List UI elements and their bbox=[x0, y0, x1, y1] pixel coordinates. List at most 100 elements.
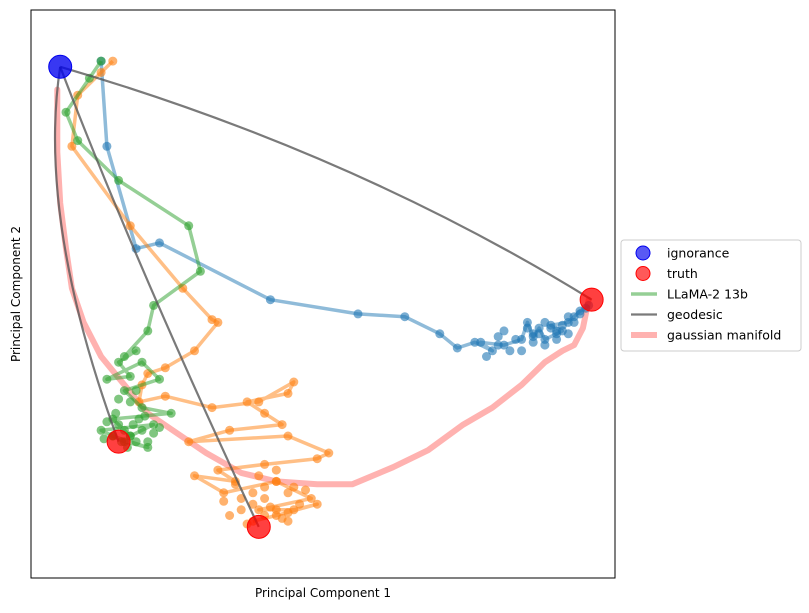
series-1-point bbox=[277, 420, 287, 430]
series-0-point bbox=[155, 238, 164, 248]
series-0-point bbox=[569, 317, 579, 327]
series-2-point bbox=[119, 352, 129, 361]
series-1-point bbox=[289, 377, 299, 387]
series-2-point bbox=[125, 371, 135, 381]
series-2-point bbox=[114, 175, 124, 185]
series-0-point bbox=[522, 323, 532, 333]
legend-label-3: geodesic bbox=[667, 307, 723, 322]
series-2-point bbox=[143, 437, 153, 447]
series-1-point bbox=[213, 317, 223, 327]
series-1-point bbox=[225, 511, 235, 520]
series-1-point bbox=[260, 482, 270, 492]
series-1-point bbox=[213, 465, 223, 475]
series-1-point bbox=[184, 437, 194, 447]
endpoints-layer bbox=[48, 54, 604, 539]
series-0-point bbox=[540, 317, 550, 327]
series-2-point bbox=[96, 56, 106, 66]
legend-item-1: truth bbox=[635, 266, 698, 281]
legend-item-3: geodesic bbox=[631, 307, 723, 322]
legend-label-2: LLaMA-2 13b bbox=[667, 287, 748, 302]
geodesic-line-0 bbox=[53, 66, 120, 443]
series-1-point bbox=[271, 476, 281, 486]
series-2-point bbox=[155, 374, 164, 384]
series-1-point bbox=[108, 56, 118, 66]
series-1-point bbox=[283, 508, 293, 518]
legend-marker-0 bbox=[635, 245, 651, 261]
series-0-point bbox=[517, 346, 527, 356]
series-1-point bbox=[125, 221, 135, 231]
series-2-point bbox=[137, 403, 147, 413]
series-1-point bbox=[312, 499, 322, 509]
series-2-point bbox=[137, 357, 147, 367]
series-1-point bbox=[248, 499, 258, 509]
series-1-point bbox=[301, 485, 310, 495]
series-2-point bbox=[114, 420, 124, 430]
series-layer bbox=[61, 56, 594, 529]
series-1-point bbox=[207, 403, 217, 413]
series-2-point bbox=[119, 386, 129, 396]
truth-point-0 bbox=[106, 429, 131, 454]
legend-marker-1 bbox=[635, 266, 651, 281]
series-0-point bbox=[563, 329, 573, 339]
series-1-point bbox=[283, 516, 293, 526]
geodesic-layer bbox=[53, 65, 593, 528]
series-2-point bbox=[99, 434, 109, 444]
series-2-point bbox=[114, 394, 124, 404]
series-2-point bbox=[102, 417, 112, 427]
legend-item-2: LLaMA-2 13b bbox=[631, 287, 748, 302]
series-2-point bbox=[149, 428, 159, 438]
series-2-point bbox=[131, 386, 141, 396]
legend-item-0: ignorance bbox=[635, 245, 730, 261]
series-0-point bbox=[493, 332, 503, 342]
legend-label-4: gaussian manifold bbox=[667, 328, 781, 343]
x-axis-label: Principal Component 1 bbox=[255, 586, 391, 600]
series-2 bbox=[61, 56, 205, 452]
series-1-point bbox=[254, 505, 264, 515]
series-2-point bbox=[137, 425, 147, 435]
series-1-point bbox=[219, 488, 229, 498]
series-1-point bbox=[160, 391, 170, 401]
series-1-point bbox=[295, 499, 305, 509]
series-1-point bbox=[248, 488, 258, 498]
ignorance-point bbox=[48, 54, 73, 79]
series-2-point bbox=[125, 397, 135, 407]
series-2-point bbox=[102, 374, 112, 384]
series-2-point bbox=[143, 326, 153, 336]
series-0-point bbox=[476, 337, 486, 347]
series-0-point bbox=[452, 343, 462, 353]
series-0-point bbox=[575, 309, 585, 319]
series-0 bbox=[96, 56, 594, 361]
series-2-point bbox=[149, 300, 159, 310]
series-0-point bbox=[528, 329, 538, 339]
geodesic-line-1 bbox=[59, 66, 260, 528]
series-0-point bbox=[511, 334, 521, 344]
legend-box bbox=[620, 239, 802, 352]
legend: ignorance truth LLaMA-2 13b geodesic gaussia… bbox=[620, 239, 802, 352]
series-1-point bbox=[190, 346, 199, 356]
series-1-point bbox=[324, 448, 334, 458]
series-2-point bbox=[61, 107, 71, 117]
legend-label-0: ignorance bbox=[667, 246, 730, 261]
series-2-point bbox=[73, 136, 83, 146]
series-2-point bbox=[166, 408, 176, 418]
series-0-point bbox=[499, 326, 509, 336]
series-1-point bbox=[260, 459, 270, 469]
series-1-point bbox=[283, 388, 293, 398]
series-1-point bbox=[190, 471, 199, 481]
truth-point-2 bbox=[579, 287, 604, 312]
plot-area bbox=[30, 9, 616, 579]
series-1-point bbox=[306, 494, 316, 503]
series-1-point bbox=[271, 465, 281, 475]
series-2-point bbox=[131, 346, 141, 356]
series-0-point bbox=[552, 326, 562, 336]
series-0-point bbox=[435, 329, 445, 339]
series-2-point bbox=[131, 437, 141, 447]
series-1-point bbox=[242, 397, 252, 407]
series-1-point bbox=[219, 496, 229, 506]
series-1-point bbox=[260, 408, 270, 418]
series-2-point bbox=[195, 266, 205, 276]
series-1-point bbox=[67, 141, 77, 151]
series-2-point bbox=[155, 423, 164, 432]
